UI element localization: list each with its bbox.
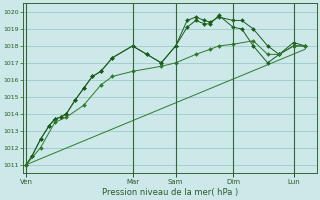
X-axis label: Pression niveau de la mer( hPa ): Pression niveau de la mer( hPa )	[102, 188, 238, 197]
